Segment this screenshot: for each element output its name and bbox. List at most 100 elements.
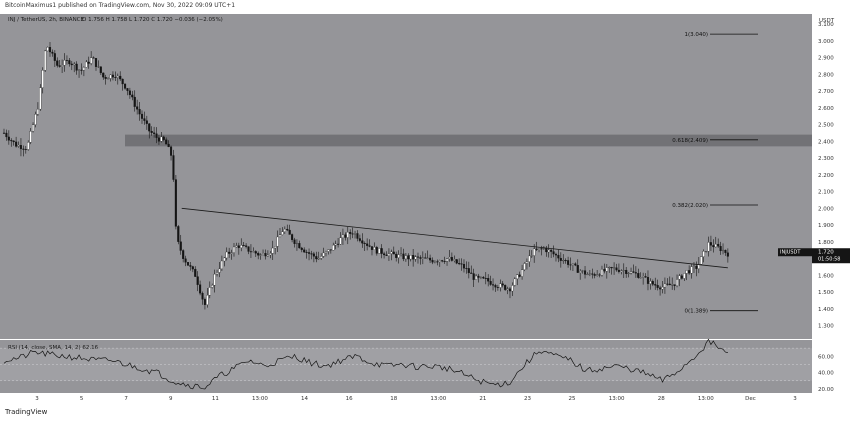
candle-body	[712, 245, 715, 248]
candle-body	[475, 275, 478, 280]
candle-body	[622, 269, 625, 271]
candle-body	[487, 278, 490, 282]
candle-body	[237, 245, 240, 248]
candle-body	[690, 266, 693, 274]
candle-body	[586, 274, 589, 276]
candle-body	[169, 146, 173, 156]
y-axis-unit: USDT	[819, 18, 835, 24]
current-price-box	[812, 248, 850, 264]
time-axis[interactable]	[0, 393, 850, 405]
candle-body	[78, 69, 81, 71]
candle-body	[569, 264, 572, 266]
candle-body	[482, 276, 485, 279]
candle-body	[436, 261, 439, 263]
candle-body	[579, 271, 582, 273]
y-tick-label: 3.100	[818, 22, 834, 28]
candle-body	[174, 179, 177, 227]
candle-body	[271, 247, 274, 254]
candle-body	[261, 253, 265, 255]
candle-body	[286, 228, 289, 231]
candle-body	[257, 253, 260, 256]
current-symbol: INJUSDT	[780, 250, 801, 256]
candle-body	[528, 255, 531, 262]
x-tick-label: 5	[80, 396, 84, 402]
candle-body	[288, 229, 291, 235]
candle-body	[245, 245, 248, 247]
candle-body	[46, 47, 49, 52]
x-tick-label: 9	[169, 396, 173, 402]
candle-body	[404, 255, 407, 260]
candle-body	[87, 61, 90, 64]
candle-body	[186, 262, 190, 266]
candle-body	[165, 139, 168, 145]
candle-body	[605, 267, 608, 272]
candle-body	[75, 63, 78, 71]
candle-body	[477, 275, 480, 278]
candle-body	[211, 285, 214, 288]
candle-body	[709, 242, 712, 246]
candle-body	[153, 132, 156, 134]
candle-body	[269, 253, 272, 256]
candle-body	[341, 234, 344, 238]
candle-body	[281, 231, 284, 235]
y-tick-label: 2.900	[818, 56, 834, 62]
candle-body	[671, 284, 674, 286]
candle-body	[344, 234, 347, 238]
resistance-zone	[125, 134, 812, 147]
candle-body	[92, 57, 95, 59]
x-tick-label: 13:00	[698, 396, 714, 402]
candle-body	[102, 72, 105, 78]
candle-body	[249, 251, 252, 253]
candle-body	[109, 74, 112, 79]
candle-body	[673, 284, 676, 286]
candle-body	[61, 65, 64, 67]
candle-body	[184, 258, 187, 263]
candle-body	[593, 274, 596, 276]
candle-body	[714, 243, 717, 248]
candle-body	[598, 274, 601, 276]
rsi-axis[interactable]	[812, 340, 850, 393]
candle-body	[111, 74, 114, 78]
candle-body	[453, 259, 456, 261]
candle-body	[94, 58, 98, 67]
candle-body	[707, 242, 710, 252]
candle-body	[639, 277, 642, 279]
candle-body	[535, 248, 538, 250]
y-tick-label: 2.500	[818, 123, 834, 129]
candle-body	[15, 141, 18, 147]
fib-level-label: 0.618(2.409)	[672, 138, 708, 144]
candle-body	[247, 246, 250, 252]
x-tick-label: 13:00	[430, 396, 446, 402]
candle-body	[724, 249, 727, 253]
price-pane[interactable]	[0, 14, 812, 339]
candle-body	[70, 63, 73, 66]
candle-body	[266, 254, 269, 257]
candle-body	[467, 268, 470, 274]
candle-body	[114, 77, 117, 78]
candle-body	[51, 51, 54, 54]
candle-body	[373, 247, 376, 250]
price-axis[interactable]	[812, 14, 850, 339]
tradingview-logo: TradingView	[5, 408, 48, 416]
candle-body	[470, 272, 473, 274]
publisher-text: BitcoinMaximus1 published on TradingView…	[5, 2, 236, 9]
rsi-tick-label: 60.00	[818, 354, 834, 360]
descending-trendline[interactable]	[181, 207, 728, 269]
candle-body	[424, 257, 427, 259]
candle-body	[651, 281, 654, 285]
candle-body	[562, 260, 565, 262]
candle-body	[637, 273, 640, 278]
candle-body	[397, 254, 400, 258]
x-tick-label: 25	[569, 396, 576, 402]
candle-body	[332, 244, 335, 251]
candle-body	[644, 276, 647, 278]
candle-body	[346, 232, 349, 238]
candle-body	[392, 251, 395, 255]
candle-body	[361, 240, 364, 244]
rsi-line	[3, 338, 728, 390]
candle-body	[10, 140, 13, 142]
candle-body	[654, 284, 657, 286]
candle-body	[627, 272, 630, 274]
candle-body	[545, 248, 548, 253]
